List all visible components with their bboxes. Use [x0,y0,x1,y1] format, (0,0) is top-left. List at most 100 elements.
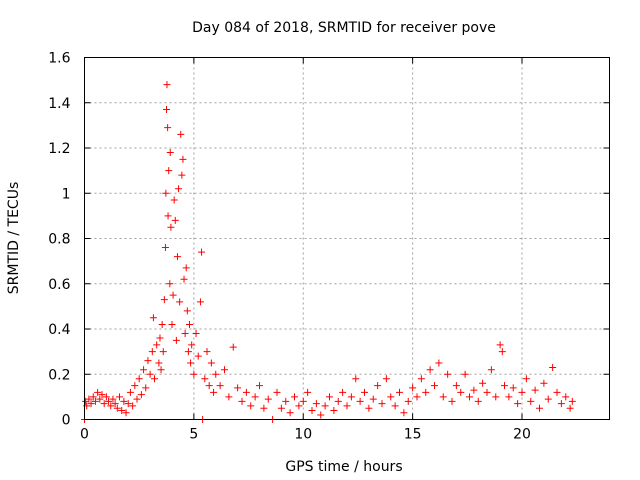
data-point [166,280,174,288]
data-point [435,359,443,367]
data-point [135,375,143,383]
data-point [159,348,167,356]
data-point [212,370,220,378]
data-point [260,404,268,412]
data-point [234,384,242,392]
data-point [326,393,333,401]
data-point [527,397,535,405]
data-point [404,397,412,405]
data-point [461,370,469,378]
data-point [382,375,390,383]
y-tick-label: 0.4 [48,322,70,338]
data-point [129,402,137,410]
data-point [120,397,128,405]
data-point [178,171,186,179]
y-tick-label: 0.8 [48,232,70,248]
data-point [387,393,395,401]
data-point [566,404,574,412]
y-tick-label: 0.6 [48,277,70,293]
data-point [165,167,173,175]
data-point [91,397,99,405]
data-point [295,402,303,410]
data-point [131,382,139,390]
data-point [417,375,425,383]
data-point [168,320,176,328]
data-point [173,253,181,261]
data-point [242,388,250,396]
data-point [369,395,377,403]
data-point [124,400,132,408]
data-point [177,130,185,138]
x-axis-label: GPS time / hours [285,459,402,475]
data-point [286,409,294,417]
x-tick-label: 20 [513,427,531,443]
y-tick-label: 1.2 [48,141,70,157]
data-point [164,124,172,132]
data-point [113,404,121,412]
data-point [158,320,166,328]
data-point [164,212,172,220]
data-point [157,366,165,374]
data-point [190,370,198,378]
data-point [540,379,548,387]
data-point [146,370,154,378]
data-point [514,400,522,408]
data-point [321,402,329,410]
y-tick-label: 0 [62,413,71,429]
data-point [156,334,164,342]
data-point [391,402,399,410]
data-point [100,400,108,408]
data-point [444,370,452,378]
axis-ticks: 0 0.2 0.4 0.6 0.8 1 1.2 1.4 1.6 0 5 10 15 20 [48,51,610,443]
data-point [518,388,526,396]
data-point [184,348,192,356]
data-point [169,291,177,299]
data-point [501,382,508,390]
data-point [107,402,115,410]
data-point [365,404,373,412]
data-point [94,388,102,396]
y-tick-label: 1 [62,186,71,202]
data-point [149,314,157,322]
plot-frame [84,57,610,420]
data-point [505,393,513,401]
data-point [162,189,170,197]
data-point [299,397,307,405]
data-point [544,395,552,403]
data-point [221,366,228,374]
data-point [163,106,171,114]
x-tick-label: 15 [404,427,422,443]
data-point [568,397,576,405]
data-point [167,223,175,231]
data-point [422,388,430,396]
data-point [413,393,421,401]
data-point [180,275,188,283]
data-point [339,388,347,396]
data-point [483,388,491,396]
data-point [452,382,460,390]
data-point [343,402,351,410]
data-point [181,330,189,338]
data-point [102,393,110,401]
data-point [549,363,557,371]
data-point [352,375,360,383]
data-point [207,359,215,367]
data-point [536,404,543,412]
data-point [160,296,168,304]
data-point [183,307,191,315]
data-point [203,348,211,356]
data-point [216,382,224,390]
data-points [81,81,576,423]
x-tick-label: 5 [189,427,198,443]
data-point [308,406,316,414]
data-point [426,366,434,374]
data-point [347,393,355,401]
x-tick-label: 10 [294,427,312,443]
data-point [153,341,161,349]
data-point [198,248,206,256]
data-point [225,393,233,401]
data-point [171,216,179,224]
data-point [148,348,156,356]
data-point [470,386,478,394]
